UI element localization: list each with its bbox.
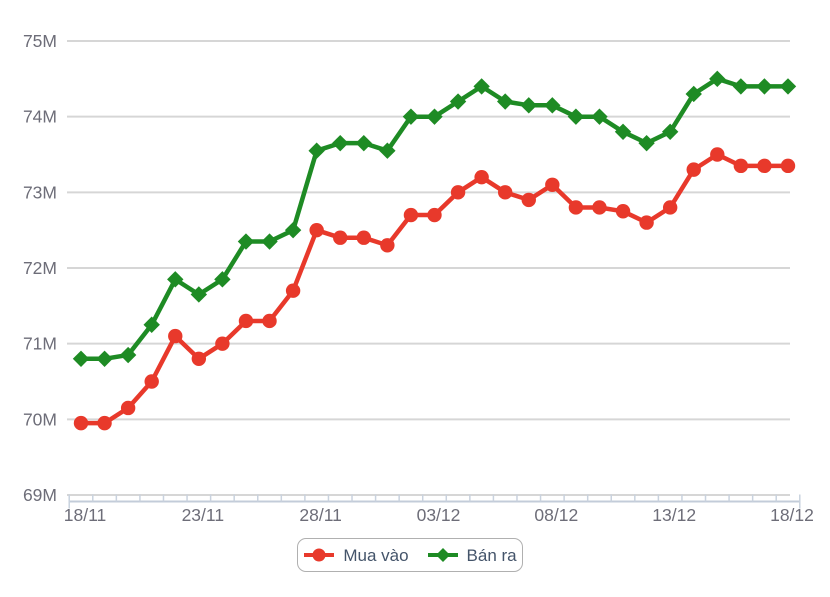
data-point-marker[interactable]: [614, 123, 632, 140]
data-point-marker[interactable]: [402, 108, 420, 125]
data-point-marker[interactable]: [168, 328, 183, 344]
data-point-marker[interactable]: [449, 93, 467, 110]
y-axis-tick-label: 72M: [23, 258, 57, 278]
data-point-marker[interactable]: [567, 108, 585, 125]
data-point-marker[interactable]: [238, 313, 254, 329]
y-axis-labels: 75M 74M 73M 72M 71M 70M 69M: [23, 31, 57, 505]
data-point-marker[interactable]: [191, 351, 207, 366]
data-point-marker[interactable]: [568, 200, 584, 215]
data-point-marker[interactable]: [97, 415, 112, 431]
data-point-marker[interactable]: [498, 185, 513, 200]
legend-label-buy: Mua vào: [343, 546, 409, 565]
buy-series-swatch-icon: [304, 548, 335, 562]
data-point-marker[interactable]: [544, 97, 561, 114]
legend-label-sell: Bán ra: [466, 546, 517, 565]
data-point-marker[interactable]: [638, 134, 655, 152]
data-point-marker[interactable]: [592, 200, 607, 215]
data-point-marker[interactable]: [497, 93, 514, 110]
data-point-marker[interactable]: [662, 200, 678, 215]
data-point-marker[interactable]: [756, 78, 773, 95]
x-axis-tick-label: 18/11: [64, 505, 107, 525]
y-axis-tick-label: 75M: [23, 31, 57, 51]
data-point-marker[interactable]: [96, 350, 113, 367]
x-axis: [68, 494, 801, 509]
data-point-marker[interactable]: [639, 215, 654, 230]
y-axis-tick-label: 74M: [23, 107, 57, 127]
gridlines: [67, 40, 790, 496]
data-point-marker[interactable]: [710, 147, 725, 162]
data-point-marker[interactable]: [215, 336, 230, 351]
x-axis-tick-label: 28/11: [299, 505, 342, 525]
y-axis-tick-label: 73M: [23, 182, 57, 202]
series-lines: [72, 70, 797, 431]
sell-series-swatch-icon: [427, 548, 458, 562]
data-point-marker[interactable]: [261, 233, 278, 250]
data-point-marker[interactable]: [167, 271, 184, 288]
data-point-marker[interactable]: [521, 192, 536, 208]
data-point-marker[interactable]: [332, 134, 349, 152]
data-point-marker[interactable]: [473, 78, 490, 95]
data-point-marker[interactable]: [285, 283, 301, 298]
legend-item-mua-vao[interactable]: Mua vào: [303, 546, 409, 565]
data-point-marker[interactable]: [427, 207, 442, 223]
legend-item-ban-ra[interactable]: Bán ra: [427, 546, 517, 564]
data-point-marker[interactable]: [284, 221, 302, 239]
data-point-marker[interactable]: [709, 70, 726, 88]
data-point-marker[interactable]: [379, 142, 396, 159]
data-point-marker[interactable]: [309, 222, 324, 238]
data-point-marker[interactable]: [190, 286, 208, 303]
data-point-marker[interactable]: [214, 271, 231, 288]
data-point-marker[interactable]: [685, 85, 702, 103]
data-point-marker[interactable]: [545, 177, 560, 192]
data-point-marker[interactable]: [380, 238, 395, 253]
data-point-marker[interactable]: [356, 230, 371, 245]
data-point-marker[interactable]: [591, 108, 608, 125]
x-axis-tick-label: 03/12: [417, 505, 461, 525]
data-point-marker[interactable]: [450, 185, 466, 200]
data-point-marker[interactable]: [333, 230, 348, 245]
y-axis-tick-label: 71M: [23, 334, 57, 354]
x-axis-labels: 18/11 23/11 28/11 03/12 08/12 13/12 18/12: [64, 505, 814, 525]
data-point-marker[interactable]: [757, 158, 772, 174]
data-point-marker[interactable]: [144, 374, 159, 389]
x-axis-tick-label: 08/12: [534, 505, 578, 525]
data-point-marker[interactable]: [686, 162, 701, 177]
chart-legend: Mua vào Bán ra: [297, 538, 523, 572]
data-point-marker[interactable]: [426, 108, 443, 125]
data-point-marker[interactable]: [143, 316, 160, 333]
data-point-marker[interactable]: [732, 78, 750, 95]
data-point-marker[interactable]: [474, 170, 489, 185]
data-point-marker[interactable]: [615, 204, 631, 219]
x-axis-tick-label: 23/11: [182, 505, 225, 525]
data-point-marker[interactable]: [661, 123, 679, 140]
data-point-marker[interactable]: [72, 350, 90, 367]
data-point-marker[interactable]: [355, 134, 372, 152]
data-point-marker[interactable]: [733, 158, 749, 174]
x-axis-tick-label: 18/12: [770, 505, 814, 525]
y-axis-tick-label: 69M: [23, 485, 57, 505]
data-point-marker[interactable]: [308, 142, 325, 159]
x-axis-tick-label: 13/12: [652, 505, 696, 525]
data-point-marker[interactable]: [780, 158, 796, 174]
data-point-marker[interactable]: [119, 346, 137, 364]
data-point-marker[interactable]: [403, 207, 419, 223]
data-point-marker[interactable]: [120, 400, 136, 416]
data-point-marker[interactable]: [73, 415, 89, 431]
y-axis-tick-label: 70M: [23, 409, 57, 429]
data-point-marker[interactable]: [779, 78, 797, 95]
data-point-marker[interactable]: [520, 97, 537, 114]
data-point-marker[interactable]: [262, 313, 277, 329]
data-point-marker[interactable]: [237, 233, 255, 250]
